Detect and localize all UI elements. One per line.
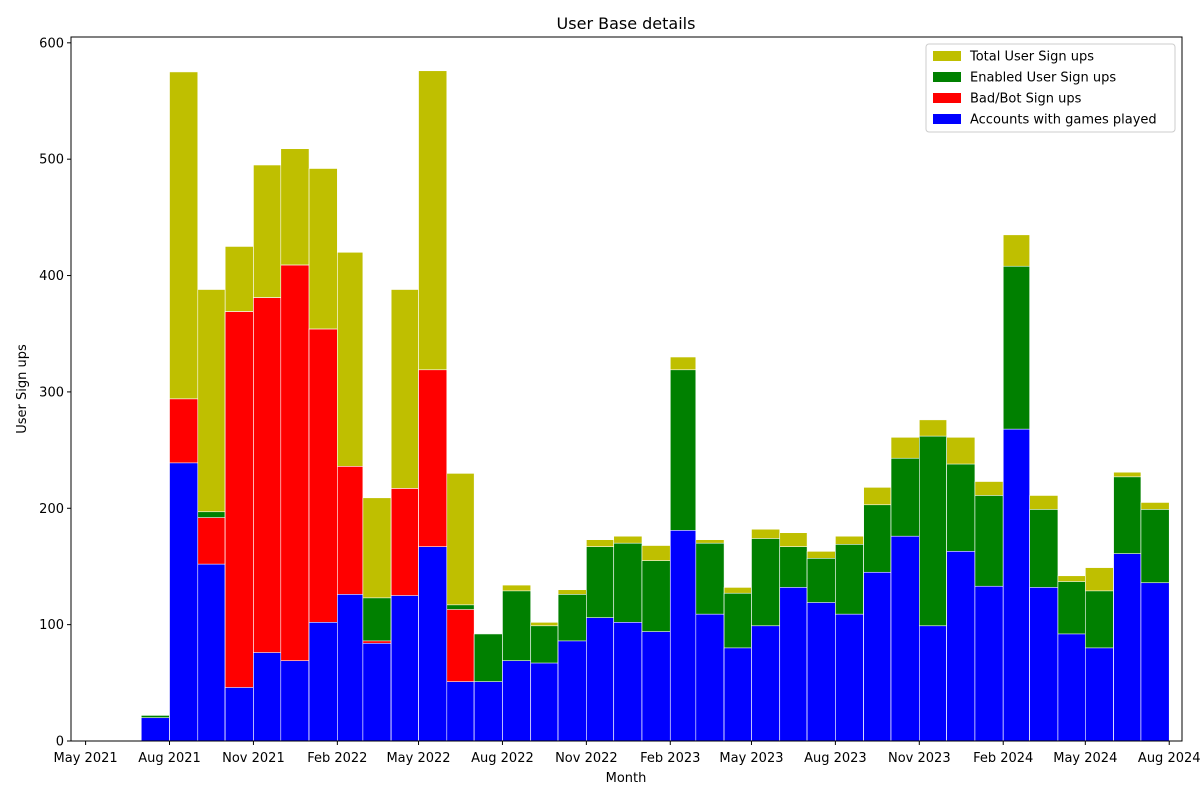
bar-4-2023-08: [835, 613, 864, 742]
legend-swatch: [933, 93, 961, 103]
legend: Total User Sign ups Enabled User Sign ups…: [925, 43, 1176, 133]
y-tick-label: 100: [39, 618, 64, 633]
legend-label: Enabled User Sign ups: [970, 71, 1116, 86]
x-tick-label: Feb 2024: [973, 751, 1033, 766]
bar-4-2024-05: [1085, 647, 1114, 742]
bar-4-2022-03: [362, 642, 392, 742]
x-tick-label: Nov 2023: [888, 751, 951, 766]
bar-4-2024-06: [1113, 553, 1142, 742]
legend-swatch: [933, 51, 961, 61]
plot-frame: [70, 36, 1183, 742]
y-tick-label: 0: [56, 735, 64, 750]
bar-4-2021-11: [253, 652, 282, 742]
bar-4-2022-10: [557, 640, 587, 742]
bar-4-2022-09: [530, 662, 559, 742]
x-tick-label: May 2021: [54, 751, 118, 766]
y-tick-label: 200: [39, 502, 64, 517]
bar-4-2021-07: [140, 717, 170, 742]
legend-box: [925, 43, 1176, 133]
y-tick-label: 300: [39, 385, 64, 400]
chart-title: User Base details: [557, 14, 696, 33]
legend-swatch: [933, 72, 961, 82]
y-axis-label: User Sign ups: [15, 344, 30, 434]
bar-4-2022-08: [502, 660, 532, 742]
bar-4-2023-10: [890, 535, 920, 742]
bar-4-2024-07: [1140, 582, 1170, 742]
bar-4-2022-11: [586, 617, 615, 742]
bar-4-2023-01: [641, 631, 671, 742]
legend-label: Total User Sign ups: [969, 50, 1094, 65]
bar-4-2022-05: [418, 546, 448, 742]
bar-4-2023-04: [723, 647, 752, 742]
x-tick-label: May 2024: [1053, 751, 1117, 766]
bars: [140, 70, 1170, 742]
bar-4-2023-05: [751, 625, 781, 742]
x-tick-label: Feb 2023: [640, 751, 700, 766]
y-tick-label: 600: [39, 36, 64, 51]
x-tick-label: Feb 2022: [307, 751, 367, 766]
legend-label: Bad/Bot Sign ups: [970, 92, 1082, 107]
legend-label: Accounts with games played: [970, 113, 1157, 128]
bar-4-2023-06: [779, 587, 808, 742]
bar-4-2021-12: [280, 660, 310, 742]
bar-4-2023-11: [919, 625, 947, 742]
x-axis-label: Month: [606, 771, 647, 786]
y-tick-label: 500: [39, 153, 64, 168]
x-tick-label: Aug 2024: [1138, 751, 1200, 766]
x-tick-label: May 2022: [386, 751, 450, 766]
bar-3-2021-10: [224, 311, 254, 742]
bar-4-2024-01: [974, 585, 1004, 742]
bar-4-2023-09: [863, 571, 892, 742]
bar-4-2023-07: [806, 602, 836, 742]
bar-4-2023-02: [669, 530, 697, 742]
bar-4-2022-07: [473, 681, 503, 742]
y-axis: 0 100 200 300 400 500 600: [39, 36, 71, 750]
bar-4-2021-09: [197, 563, 226, 742]
x-tick-label: Nov 2022: [555, 751, 618, 766]
legend-swatch: [933, 114, 961, 124]
bar-4-2022-12: [613, 622, 643, 742]
bar-4-2024-04: [1057, 633, 1086, 742]
bar-4-2022-02: [337, 594, 364, 742]
y-tick-label: 400: [39, 269, 64, 284]
bar-4-2022-01: [308, 622, 338, 742]
bar-4-2023-12: [946, 551, 976, 742]
bar-4-2024-02: [1002, 428, 1030, 742]
x-tick-label: Nov 2021: [222, 751, 285, 766]
bar-4-2024-03: [1029, 587, 1059, 742]
bar-4-2021-10: [224, 687, 254, 742]
x-tick-label: Aug 2022: [471, 751, 534, 766]
bar-4-2021-08: [169, 462, 199, 742]
bar-4-2022-06: [446, 681, 475, 742]
bar-4-2023-03: [695, 613, 725, 742]
x-tick-label: Aug 2023: [804, 751, 867, 766]
x-tick-label: Aug 2021: [138, 751, 201, 766]
x-axis: May 2021 Aug 2021 Nov 2021 Feb 2022 May 2022…: [54, 741, 1200, 766]
x-tick-label: May 2023: [719, 751, 783, 766]
bar-4-2022-04: [390, 595, 419, 742]
